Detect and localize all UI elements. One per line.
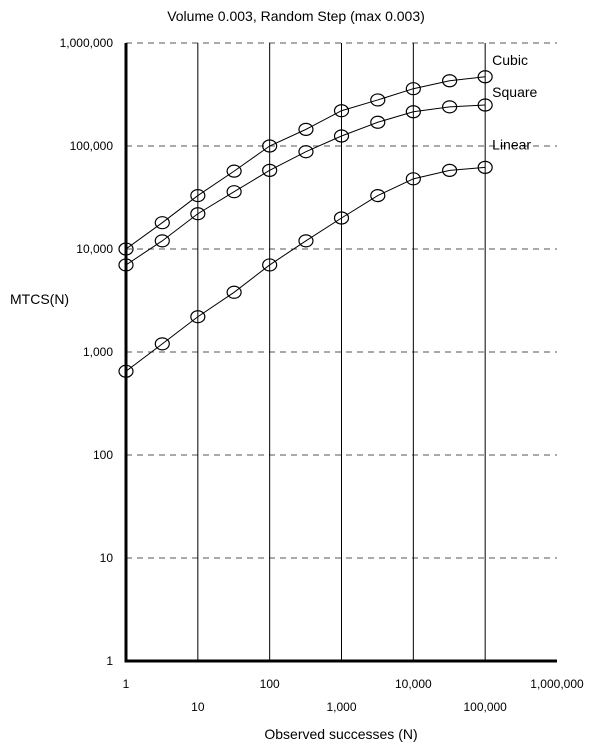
point-square-6: Square: (1000, 125000)	[333, 129, 350, 143]
plot-area: Cubic: (1, 10000) Cubic: (3.2, 18000) Cubi…	[118, 52, 538, 378]
point-cubic-4: Cubic: (100, 100000)	[262, 139, 278, 153]
point-square-0: Square: (1, 7000)	[118, 258, 134, 272]
point-cubic-1: Cubic: (3.2, 18000)	[154, 216, 170, 230]
x-tick-labels: 1 10 100 1,000 10,000 100,000 1,000,000	[123, 677, 584, 714]
point-square-8: Square: (10000, 215000)	[405, 105, 421, 119]
point-cubic-10: Cubic: (100000, 470000)	[477, 70, 493, 84]
point-cubic-6: Cubic: (1000, 220000)	[333, 104, 350, 118]
series-label-square: Square	[492, 84, 537, 100]
point-linear-6: Linear: (1000, 20000)	[333, 211, 350, 225]
x-tick-10-000: 10,000	[395, 677, 432, 691]
axes	[124, 43, 557, 663]
series-label-linear: Linear	[492, 136, 531, 152]
y-tick-labels: 1 10 100 1,000 10,000 100,000 1,000,000	[60, 36, 114, 668]
series-line-linear	[125, 166, 486, 372]
point-cubic-8: Cubic: (10000, 360000)	[405, 82, 421, 96]
point-square-5: Square: (320, 88000)	[298, 145, 314, 159]
series-label-cubic: Cubic	[492, 52, 528, 68]
point-cubic-5: Cubic: (320, 145000)	[298, 122, 314, 136]
y-tick-1-000-000: 1,000,000	[60, 36, 114, 50]
y-tick-10: 10	[100, 551, 114, 565]
point-linear-8: Linear: (10000, 48000)	[405, 172, 421, 186]
point-linear-0: Linear: (1, 650)	[118, 364, 134, 378]
point-cubic-0: Cubic: (1, 10000)	[118, 242, 134, 256]
y-tick-1: 1	[106, 654, 113, 668]
series-square: Square: (1, 7000) Square: (3.2, 12000) Squ…	[118, 84, 538, 272]
y-tick-100: 100	[93, 448, 113, 462]
point-square-9: Square: (32000, 240000)	[442, 100, 458, 114]
y-tick-100-000: 100,000	[70, 139, 114, 153]
x-tick-10: 10	[191, 700, 205, 714]
point-linear-9: Linear: (32000, 58000)	[442, 163, 458, 177]
point-linear-4: Linear: (100, 7000)	[262, 258, 278, 272]
point-linear-7: Linear: (3200, 33000)	[370, 188, 386, 203]
point-square-2: Square: (10, 22000)	[190, 207, 206, 221]
series-cubic: Cubic: (1, 10000) Cubic: (3.2, 18000) Cubi…	[118, 52, 528, 256]
point-linear-2: Linear: (10, 2200)	[190, 310, 206, 324]
series-linear: Linear: (1, 650) Linear: (3.2, 1200) Linea…	[118, 136, 531, 378]
y-tick-1-000: 1,000	[83, 345, 113, 359]
point-square-4: Square: (100, 58000)	[262, 163, 278, 177]
x-tick-1-000-000: 1,000,000	[530, 677, 584, 691]
point-linear-3: Linear: (32, 3800)	[226, 285, 242, 299]
point-linear-10: Linear: (100000, 62000)	[477, 160, 493, 174]
x-tick-100-000: 100,000	[463, 700, 507, 714]
x-axis-label: Observed successes (N)	[264, 726, 417, 742]
chart-title: Volume 0.003, Random Step (max 0.003)	[167, 8, 425, 24]
point-square-3: Square: (32, 36000)	[226, 185, 242, 199]
series-line-square	[125, 104, 486, 266]
point-cubic-9: Cubic: (32000, 430000)	[442, 74, 458, 88]
x-tick-100: 100	[260, 677, 280, 691]
point-square-7: Square: (3200, 170000)	[370, 115, 386, 129]
series-line-cubic	[125, 76, 486, 250]
point-linear-1: Linear: (3.2, 1200)	[154, 337, 170, 351]
point-cubic-2: Cubic: (10, 33000)	[190, 188, 206, 203]
point-cubic-3: Cubic: (32, 57000)	[226, 164, 242, 178]
y-tick-10-000: 10,000	[76, 242, 113, 256]
point-square-1: Square: (3.2, 12000)	[154, 234, 170, 248]
x-tick-1-000: 1,000	[326, 700, 356, 714]
y-axis-label: MTCS(N)	[10, 291, 69, 307]
point-linear-5: Linear: (320, 12000)	[298, 234, 314, 248]
point-square-10: Square: (100000, 250000)	[477, 98, 493, 112]
point-cubic-7: Cubic: (3200, 280000)	[370, 93, 386, 107]
x-tick-1: 1	[123, 677, 130, 691]
